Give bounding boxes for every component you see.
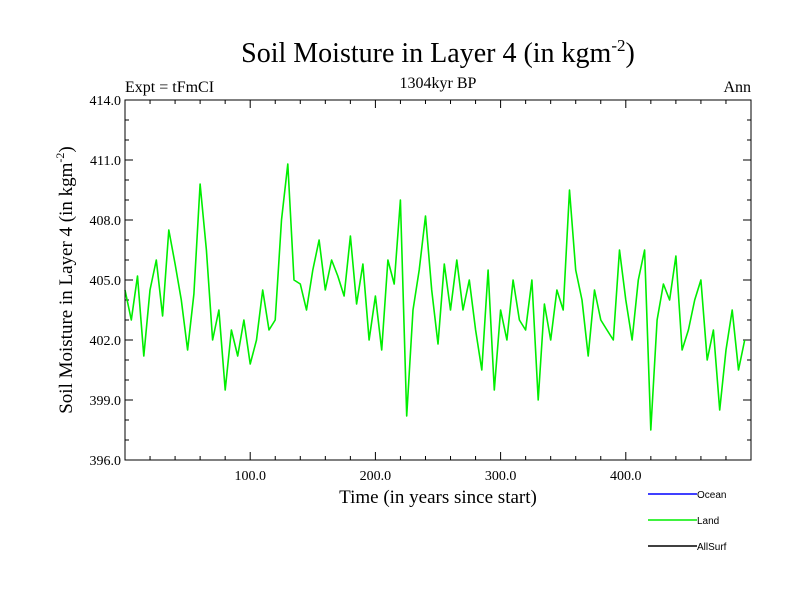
legend-allsurf-label: AllSurf bbox=[697, 542, 727, 553]
y-tick-label: 414.0 bbox=[90, 94, 122, 109]
chart-subtitle: 1304kyr BP bbox=[400, 75, 477, 92]
data-series bbox=[124, 163, 746, 431]
plot-frame bbox=[124, 99, 752, 461]
season-label: Ann bbox=[723, 79, 751, 96]
y-tick-label: 411.0 bbox=[90, 154, 121, 169]
y-tick-label: 405.0 bbox=[90, 274, 122, 289]
legend: Ocean Land AllSurf bbox=[648, 490, 727, 553]
x-tick-label: 200.0 bbox=[360, 469, 392, 484]
x-axis-label: Time (in years since start) bbox=[339, 487, 537, 508]
chart-title: Soil Moisture in Layer 4 (in kgm-2) bbox=[241, 36, 635, 69]
y-tick-label: 408.0 bbox=[90, 214, 122, 229]
y-tick-label: 402.0 bbox=[90, 334, 122, 349]
legend-ocean-label: Ocean bbox=[697, 490, 726, 501]
series-line-land bbox=[124, 163, 746, 431]
x-tick-label: 100.0 bbox=[234, 469, 266, 484]
legend-land-label: Land bbox=[697, 516, 719, 527]
y-tick-label: 399.0 bbox=[90, 394, 122, 409]
y-tick-label: 396.0 bbox=[90, 454, 122, 469]
x-tick-label: 300.0 bbox=[485, 469, 517, 484]
experiment-label: Expt = tFmCI bbox=[125, 79, 214, 96]
y-axis-label: Soil Moisture in Layer 4 (in kgm-2) bbox=[53, 146, 77, 414]
x-tick-label: 400.0 bbox=[610, 469, 642, 484]
